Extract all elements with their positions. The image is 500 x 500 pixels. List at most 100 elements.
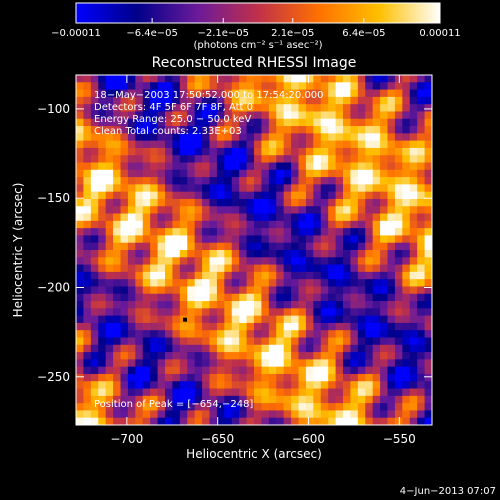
heatmap-cell [291, 220, 300, 229]
heatmap-cell [402, 133, 411, 142]
heatmap-cell [298, 308, 307, 317]
heatmap-cell [187, 352, 196, 360]
heatmap-cell [424, 301, 432, 309]
heatmap-cell [298, 75, 307, 83]
heatmap-cell [380, 213, 389, 222]
heatmap-cell [105, 417, 114, 425]
heatmap-cell [179, 366, 188, 375]
heatmap-cell [335, 395, 344, 404]
heatmap-cell [372, 191, 381, 200]
heatmap-cell [150, 191, 159, 200]
heatmap-cell [157, 257, 166, 266]
heatmap-cell [194, 235, 203, 244]
heatmap-cell [194, 286, 203, 295]
heatmap-cell [335, 228, 344, 237]
heatmap-cell [202, 388, 211, 397]
heatmap-cell [157, 250, 166, 258]
heatmap-cell [157, 286, 166, 295]
heatmap-cell [83, 271, 92, 280]
heatmap-cell [417, 162, 426, 171]
heatmap-cell [239, 359, 248, 368]
heatmap-cell [135, 133, 144, 142]
heatmap-cell [120, 213, 129, 222]
heatmap-cell [298, 301, 307, 309]
heatmap-cell [194, 352, 203, 360]
heatmap-cell [320, 352, 329, 360]
heatmap-cell [179, 403, 188, 412]
heatmap-cell [283, 366, 292, 375]
heatmap-cell [127, 417, 136, 425]
heatmap-cell [209, 213, 218, 222]
heatmap-cell [380, 118, 389, 127]
heatmap-cell [357, 96, 366, 105]
heatmap-cell [202, 301, 211, 309]
heatmap-cell [179, 104, 188, 113]
heatmap-cell [179, 169, 188, 178]
heatmap-cell [313, 388, 322, 397]
heatmap-cell [120, 242, 129, 251]
heatmap-cell [83, 381, 92, 390]
heatmap-cell [357, 191, 366, 200]
heatmap-cell [202, 315, 211, 324]
heatmap-cell [231, 337, 240, 346]
heatmap-cell [187, 213, 196, 222]
heatmap-cell [83, 293, 92, 302]
heatmap-cell [135, 89, 144, 98]
heatmap-cell [276, 191, 285, 200]
heatmap-cell [343, 184, 352, 193]
heatmap-cell [202, 206, 211, 215]
heatmap-cell [409, 126, 418, 134]
heatmap-cell [172, 279, 181, 288]
heatmap-cell [90, 147, 99, 156]
heatmap-cell [150, 395, 159, 404]
heatmap-cell [231, 177, 240, 185]
heatmap-cell [298, 264, 307, 273]
heatmap-cell [127, 191, 136, 200]
heatmap-cell [417, 177, 426, 185]
heatmap-cell [98, 118, 107, 127]
heatmap-cell [254, 366, 263, 375]
heatmap-cell [135, 220, 144, 229]
heatmap-cell [387, 257, 396, 266]
heatmap-cell [239, 82, 248, 91]
heatmap-cell [261, 293, 270, 302]
heatmap-cell [305, 250, 314, 258]
heatmap-cell [239, 147, 248, 156]
heatmap-cell [135, 198, 144, 207]
heatmap-cell [127, 366, 136, 375]
heatmap-cell [224, 410, 233, 419]
heatmap-cell [283, 293, 292, 302]
heatmap-cell [320, 410, 329, 419]
heatmap-cell [335, 104, 344, 113]
heatmap-cell [254, 184, 263, 193]
heatmap-cell [365, 352, 374, 360]
heatmap-cell [202, 271, 211, 280]
heatmap-cell [298, 286, 307, 295]
heatmap-cell [313, 82, 322, 91]
heatmap-cell [90, 381, 99, 390]
heatmap-cell [394, 111, 403, 120]
heatmap-cell [283, 352, 292, 360]
heatmap-cell [135, 264, 144, 273]
heatmap-cell [313, 381, 322, 390]
heatmap-cell [350, 366, 359, 375]
heatmap-cell [291, 271, 300, 280]
heatmap-cell [276, 82, 285, 91]
heatmap-cell [76, 89, 85, 98]
heatmap-cell [231, 322, 240, 331]
heatmap-cell [387, 250, 396, 258]
heatmap-cell [165, 301, 174, 309]
heatmap-cell [380, 140, 389, 149]
heatmap-cell [83, 184, 92, 193]
heatmap-cell [150, 250, 159, 258]
heatmap-cell [157, 198, 166, 207]
heatmap-cell [328, 155, 337, 164]
heatmap-cell [276, 89, 285, 98]
annotation-block: 18−May−2003 17:50:52.000 to 17:54:20.000… [94, 90, 324, 137]
heatmap-cell [135, 308, 144, 317]
heatmap-cell [343, 147, 352, 156]
heatmap-cell [394, 381, 403, 390]
heatmap-cell [113, 250, 122, 258]
heatmap-cell [276, 250, 285, 258]
heatmap-cell [305, 118, 314, 127]
